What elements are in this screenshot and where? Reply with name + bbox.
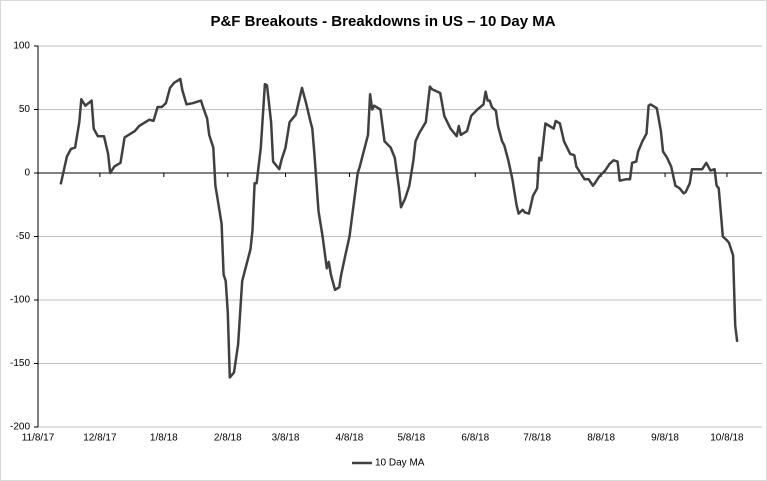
y-tick-label: -200: [10, 422, 30, 433]
x-tick-label: 5/8/18: [397, 433, 425, 444]
x-tick-label: 7/8/18: [523, 433, 551, 444]
y-tick-label: -150: [10, 358, 30, 369]
chart-title: P&F Breakouts - Breakdowns in US – 10 Da…: [210, 13, 555, 30]
y-tick-label: 0: [24, 168, 30, 179]
x-tick-label: 1/8/18: [150, 433, 178, 444]
y-tick-label: 100: [13, 41, 30, 52]
y-tick-label: -50: [16, 231, 31, 242]
y-tick-label: -100: [10, 295, 30, 306]
x-tick-label: 3/8/18: [272, 433, 300, 444]
x-tick-label: 11/8/17: [22, 433, 55, 444]
line-series: [59, 77, 739, 379]
x-tick-label: 10/8/18: [710, 433, 744, 444]
x-tick-label: 2/8/18: [214, 433, 242, 444]
x-tick-label: 4/8/18: [336, 433, 364, 444]
x-tick-label: 9/8/18: [651, 433, 679, 444]
x-tick-label: 6/8/18: [461, 433, 489, 444]
legend-label: 10 Day MA: [375, 458, 425, 469]
x-tick-label: 12/8/17: [83, 433, 117, 444]
y-tick-label: 50: [19, 104, 31, 115]
x-tick-label: 8/8/18: [587, 433, 615, 444]
